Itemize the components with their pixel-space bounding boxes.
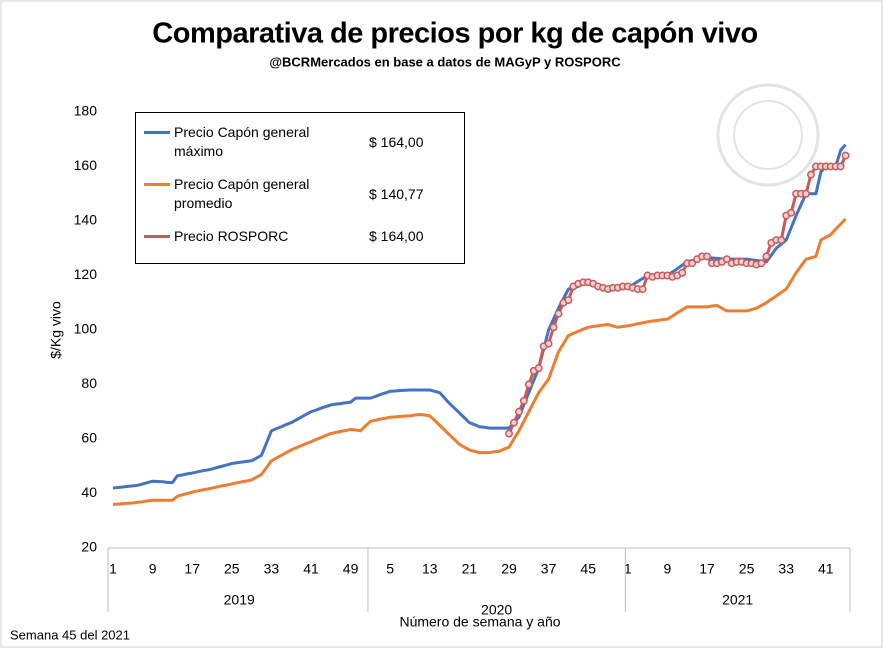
series-marker [505,429,513,438]
annotation: Semana 45 del 2021 [10,627,130,642]
x-tick-label: 45 [580,561,596,577]
chart-subtitle: @BCRMercados en base a datos de MAGyP y … [269,54,621,69]
watermark [733,100,803,170]
x-tick-label: 49 [343,561,359,577]
series-marker [703,252,711,261]
x-tick-label: 37 [541,561,557,577]
series-marker [524,380,533,389]
legend-swatch [144,235,170,238]
y-tick-label: 120 [74,266,98,282]
series-marker [544,339,553,348]
series-marker [534,364,543,373]
x-tick-label: 1 [109,561,117,577]
x-tick-label: 41 [303,561,319,577]
y-tick-label: 20 [81,539,97,555]
y-tick-label: 100 [74,321,98,337]
x-tick-label: 9 [149,561,157,577]
legend: Precio Capón general máximo $ 164,00 Preci… [135,112,465,264]
series-marker [757,259,766,268]
chart-title: Comparativa de precios por kg de capón v… [152,18,757,50]
x-tick-label: 33 [264,561,280,577]
x-tick-label: 41 [818,561,834,577]
legend-label: Precio ROSPORC [174,228,289,244]
series-marker [722,255,731,264]
x-tick-label: 1 [624,561,632,577]
series-marker [678,268,687,277]
series-marker [807,170,815,179]
series-marker [688,259,697,268]
x-axis-label: Número de semana y año [399,614,560,630]
series-marker [638,285,647,294]
legend-swatch [144,183,170,186]
legend-value: $ 140,77 [369,186,424,202]
series-marker [836,162,845,171]
x-tick-label: 33 [778,561,794,577]
y-tick-label: 180 [74,103,98,119]
group-label: 2021 [722,592,753,608]
x-tick-label: 29 [501,561,517,577]
series-marker [554,309,563,318]
legend-swatch [144,131,170,134]
legend-label: Precio Capón general promedio [174,176,310,211]
y-tick-label: 60 [81,430,97,446]
x-tick-label: 17 [184,561,200,577]
y-tick-label: 80 [81,375,97,391]
series-marker [549,323,558,332]
series-marker [787,208,796,217]
x-tick-label: 9 [664,561,672,577]
group-label: 2020 [481,602,512,618]
x-tick-label: 25 [739,561,755,577]
x-tick-label: 17 [699,561,715,577]
y-tick-label: 40 [81,484,97,500]
series-marker [514,407,523,416]
x-tick-label: 5 [386,561,394,577]
x-tick-label: 25 [224,561,240,577]
y-tick-label: 160 [74,157,98,173]
series-marker [802,189,810,198]
series-marker [564,296,573,304]
legend-label: Precio Capón general máximo [174,124,310,159]
legend-value: $ 164,00 [369,134,424,150]
group-label: 2019 [224,592,255,608]
legend-value: $ 164,00 [369,228,424,244]
y-tick-label: 140 [74,212,98,228]
y-axis-label: $/Kg vivo [48,301,64,359]
x-tick-label: 13 [422,561,438,577]
series-marker [510,418,518,427]
series-marker [777,236,786,245]
watermark [716,83,820,187]
series-line [112,217,847,506]
series-marker [841,151,850,160]
series-marker [519,396,528,405]
x-tick-label: 21 [462,561,478,577]
series-marker [762,252,771,261]
